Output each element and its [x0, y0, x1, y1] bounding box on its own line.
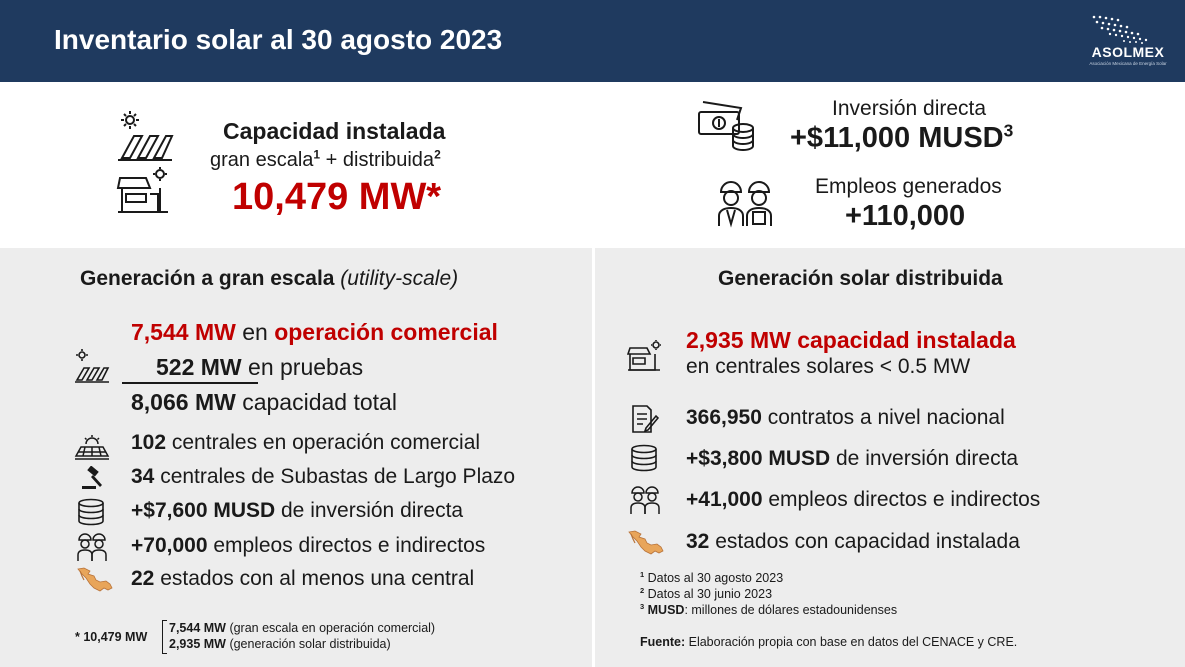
distributed-capacity-sub: en centrales solares < 0.5 MW	[686, 355, 971, 378]
solar-panels-icon	[118, 111, 174, 161]
utility-item-auctions: 34 centrales de Subastas de Largo Plazo	[131, 465, 516, 488]
coins-icon	[78, 498, 104, 526]
distributed-item-contracts: 366,950 contratos a nivel nacional	[686, 406, 1005, 429]
utility-scale-panel	[0, 248, 592, 667]
note-1: 1 Datos al 30 agosto 2023	[640, 569, 784, 585]
utility-title: Generación a gran escala (utility-scale)	[80, 267, 459, 290]
solar-store-icon	[116, 167, 168, 213]
utility-item-investment: +$7,600 MUSD de inversión directa	[131, 499, 464, 522]
utility-item-jobs: +70,000 empleos directos e indirectos	[131, 534, 486, 557]
distributed-item-investment: +$3,800 MUSD de inversión directa	[686, 447, 1019, 470]
workers-icon	[718, 181, 772, 228]
operation-row: 7,544 MW en operación comercial	[131, 319, 498, 345]
footnote-line-1: 7,544 MW (gran escala en operación comer…	[169, 621, 436, 635]
employment-label: Empleos generados	[815, 175, 1002, 198]
workers-small-icon	[77, 533, 107, 561]
capacity-title: Capacidad instalada	[223, 118, 446, 144]
mexico-map-icon	[77, 567, 113, 592]
capacity-value: 10,479 MW*	[232, 176, 442, 218]
mexico-map-small-icon	[628, 530, 664, 555]
testing-row: 522 MW en pruebas	[156, 354, 364, 380]
note-3: 3 MUSD: millones de dólares estadouniden…	[640, 601, 898, 617]
capacity-subtitle: gran escala1 + distribuida2	[210, 147, 441, 171]
logo-dots-icon	[1092, 15, 1148, 44]
note-2: 2 Datos al 30 junio 2023	[640, 585, 773, 601]
header-bar: Inventario solar al 30 agosto 2023 ASOLM…	[0, 0, 1185, 82]
summary-band	[0, 82, 1185, 248]
footnote-line-2: 2,935 MW (generación solar distribuida)	[169, 637, 391, 651]
distributed-capacity: 2,935 MW capacidad instalada	[686, 327, 1016, 353]
footnote-bracket	[162, 620, 167, 654]
utility-item-states: 22 estados con al menos una central	[131, 567, 475, 590]
gavel-icon	[82, 466, 102, 489]
workers-distributed-icon	[630, 486, 660, 514]
contract-icon	[632, 405, 659, 433]
sum-divider	[122, 382, 258, 384]
employment-value: +110,000	[845, 200, 966, 232]
investment-label: Inversión directa	[832, 97, 987, 120]
asolmex-logo: ASOLMEX Asociación Mexicana de Energía S…	[1080, 14, 1176, 72]
solar-store-small-icon	[627, 340, 661, 371]
total-row: 8,066 MW capacidad total	[131, 389, 397, 415]
coins-small-icon	[631, 444, 657, 472]
distributed-title: Generación solar distribuida	[718, 267, 1003, 290]
distributed-panel	[595, 248, 1185, 667]
solar-farm-icon	[75, 349, 110, 383]
investment-value: +$11,000 MUSD3	[790, 120, 1014, 154]
distributed-item-jobs: +41,000 empleos directos e indirectos	[686, 488, 1041, 511]
distributed-item-states: 32 estados con capacidad instalada	[686, 530, 1020, 553]
logo-subtitle: Asociación Mexicana de Energía Solar	[1089, 61, 1167, 66]
money-icon	[698, 101, 754, 152]
logo-text: ASOLMEX	[1091, 44, 1165, 60]
page-title: Inventario solar al 30 agosto 2023	[54, 24, 503, 55]
solar-plant-icon	[74, 435, 110, 460]
source-note: Fuente: Elaboración propia con base en d…	[640, 635, 1018, 649]
footnote-total: * 10,479 MW	[75, 630, 148, 644]
utility-item-plants: 102 centrales en operación comercial	[131, 431, 481, 454]
